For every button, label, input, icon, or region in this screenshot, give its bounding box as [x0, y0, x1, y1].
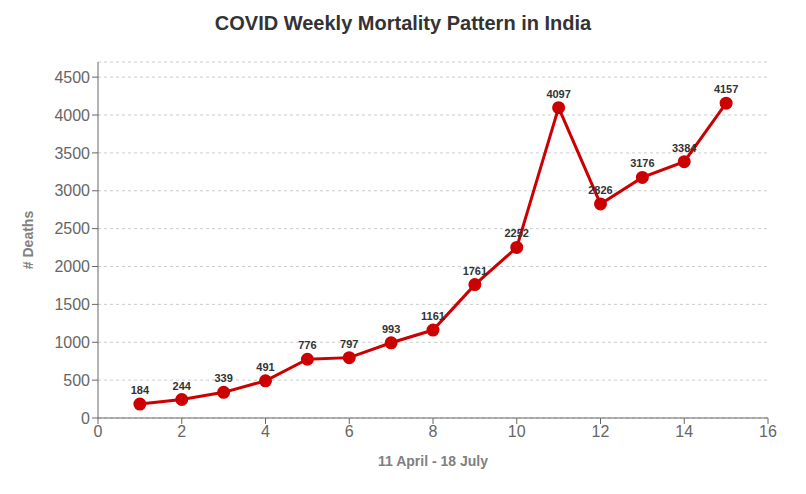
svg-text:16: 16 [759, 423, 777, 440]
svg-text:339: 339 [214, 372, 232, 384]
svg-text:491: 491 [256, 361, 274, 373]
svg-text:3384: 3384 [672, 142, 697, 154]
svg-text:2252: 2252 [505, 227, 529, 239]
svg-text:244: 244 [173, 380, 192, 392]
svg-text:3500: 3500 [54, 145, 90, 162]
svg-text:1000: 1000 [54, 334, 90, 351]
svg-text:8: 8 [429, 423, 438, 440]
svg-text:4157: 4157 [714, 83, 738, 95]
svg-text:776: 776 [298, 339, 316, 351]
svg-text:1500: 1500 [54, 296, 90, 313]
svg-text:500: 500 [63, 372, 90, 389]
svg-text:4000: 4000 [54, 107, 90, 124]
svg-text:184: 184 [131, 384, 150, 396]
svg-text:3176: 3176 [630, 157, 654, 169]
svg-text:2000: 2000 [54, 258, 90, 275]
svg-text:4500: 4500 [54, 69, 90, 86]
svg-text:0: 0 [81, 410, 90, 427]
svg-text:1161: 1161 [421, 310, 445, 322]
svg-text:14: 14 [675, 423, 693, 440]
svg-text:12: 12 [592, 423, 610, 440]
svg-text:0: 0 [94, 423, 103, 440]
svg-text:4097: 4097 [546, 88, 570, 100]
svg-text:1761: 1761 [463, 265, 487, 277]
svg-text:2826: 2826 [588, 184, 612, 196]
svg-text:3000: 3000 [54, 182, 90, 199]
svg-text:993: 993 [382, 323, 400, 335]
svg-text:6: 6 [345, 423, 354, 440]
svg-text:797: 797 [340, 338, 358, 350]
svg-text:2500: 2500 [54, 220, 90, 237]
svg-text:4: 4 [261, 423, 270, 440]
svg-text:2: 2 [177, 423, 186, 440]
svg-text:10: 10 [508, 423, 526, 440]
html-text:COVID Weekly Mortality Pattern: COVID Weekly Mortality Pattern in India [214, 12, 592, 34]
svg-text:11 April - 18 July: 11 April - 18 July [378, 453, 488, 469]
svg-text:# Deaths: # Deaths [20, 211, 36, 270]
